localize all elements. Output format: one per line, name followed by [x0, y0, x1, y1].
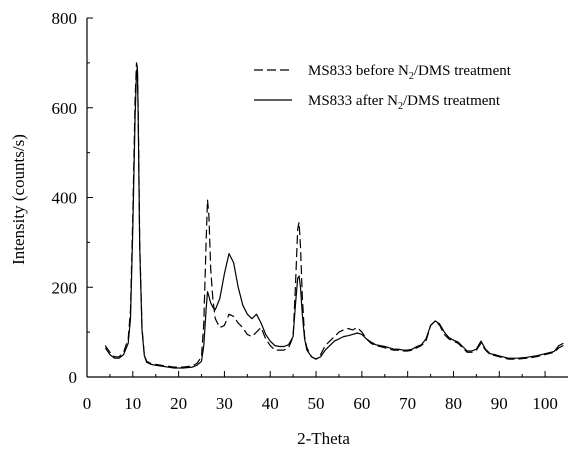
legend-label-subscript: 2	[398, 101, 403, 112]
x-tick-label: 90	[491, 394, 508, 413]
x-tick-label: 100	[532, 394, 558, 413]
x-tick-label: 20	[170, 394, 187, 413]
legend-label-part: /DMS treatment	[403, 93, 501, 109]
y-axis-title: Intensity (counts/s)	[9, 134, 28, 265]
legend-label-before: MS833 before N2/DMS treatment	[308, 63, 512, 82]
x-tick-label: 80	[445, 394, 462, 413]
x-axis-title: 2-Theta	[297, 429, 350, 448]
x-tick-label: 60	[353, 394, 370, 413]
x-tick-label: 0	[83, 394, 92, 413]
legend-label-part: /DMS treatment	[414, 63, 512, 79]
y-tick-label: 0	[69, 368, 78, 387]
x-tick-label: 70	[399, 394, 416, 413]
y-tick-label: 200	[52, 278, 78, 297]
x-tick-label: 50	[308, 394, 325, 413]
legend-label-subscript: 2	[409, 71, 414, 82]
y-tick-label: 800	[52, 9, 78, 28]
axes: 0 200 400 600 800 0 10 20 30 40 50 60 70 80 90 100 2-The…	[9, 9, 568, 448]
y-tick-label: 600	[52, 99, 78, 118]
x-tick-label: 40	[262, 394, 279, 413]
legend-label-part: MS833 after N	[308, 93, 398, 109]
series-line-after	[104, 66, 564, 369]
x-tick-label: 30	[216, 394, 233, 413]
x-tick-label: 10	[124, 394, 141, 413]
series-line-before	[104, 62, 564, 368]
plot-area	[104, 62, 564, 369]
y-tick-label: 400	[52, 189, 78, 208]
legend-label-after: MS833 after N2/DMS treatment	[308, 93, 501, 112]
legend-label-part: MS833 before N	[308, 63, 409, 79]
